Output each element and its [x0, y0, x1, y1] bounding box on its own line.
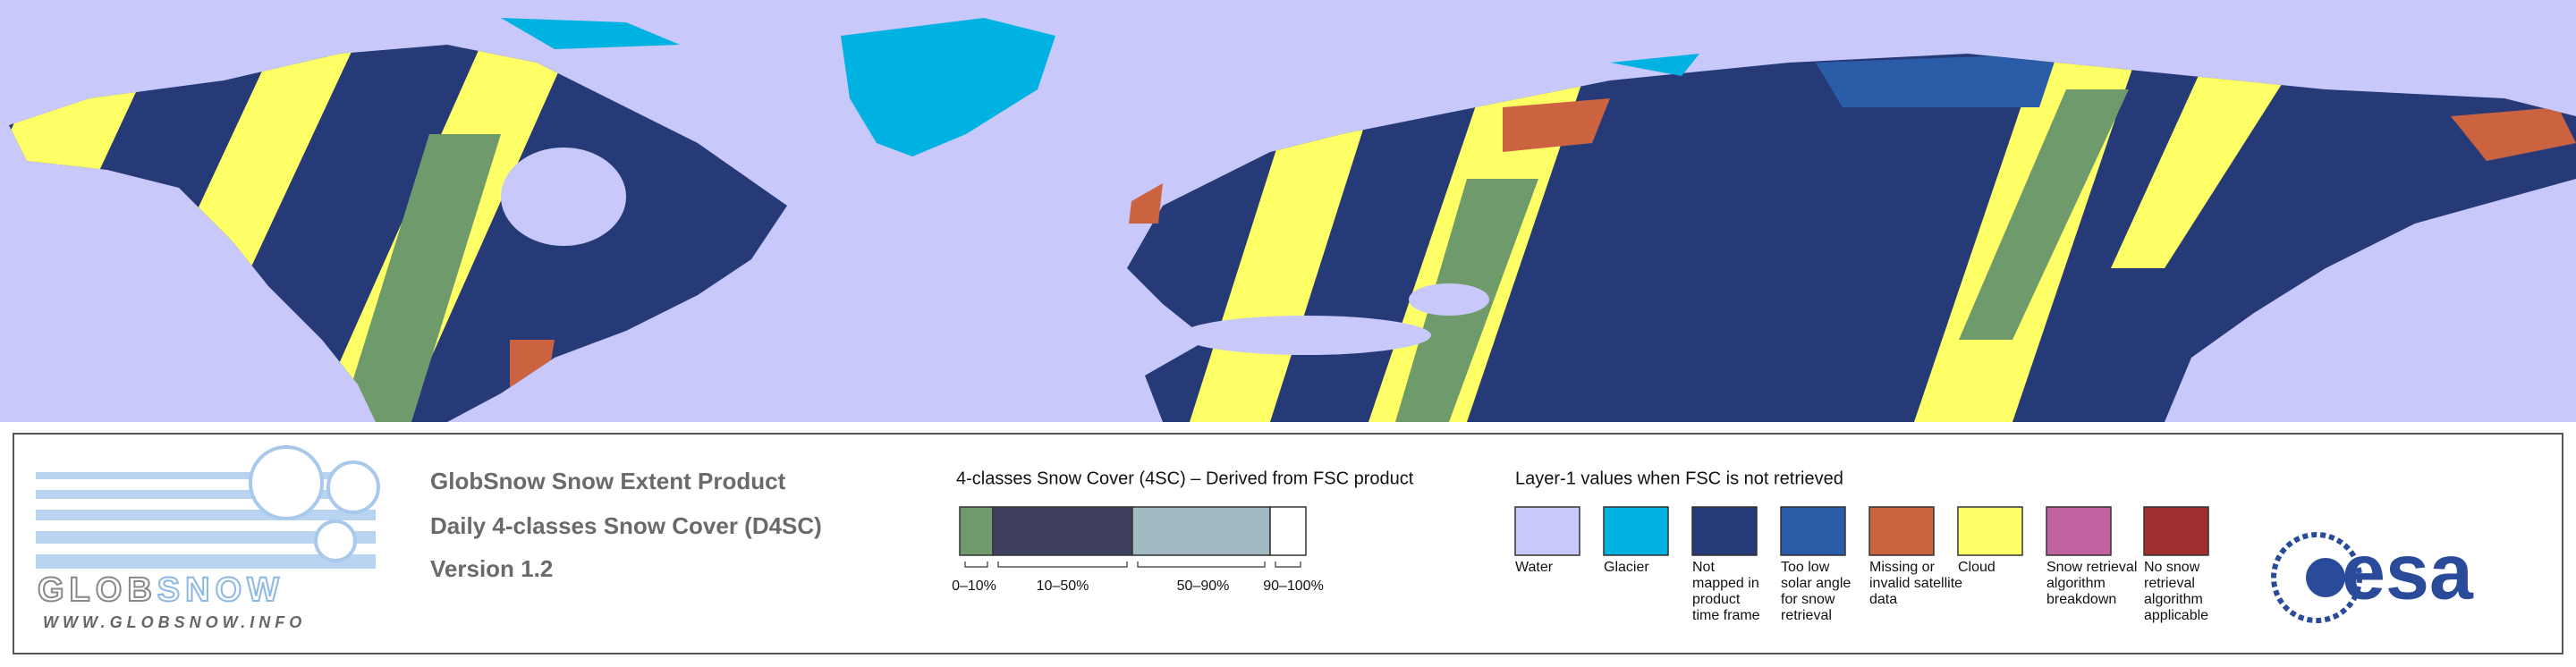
arctic-islands — [1610, 54, 1699, 76]
missing-area — [1503, 98, 1610, 152]
layer1-label: Not — [1692, 560, 1715, 575]
layer1-title: Layer-1 values when FSC is not retrieved — [1515, 469, 1843, 488]
esa-logo: esa — [2271, 527, 2474, 623]
classes-title: 4-classes Snow Cover (4SC) – Derived fro… — [956, 469, 1414, 488]
snowflake — [326, 460, 380, 514]
snowflake — [249, 445, 324, 520]
layer1-label: retrieval — [2144, 576, 2195, 591]
layer1-label: Glacier — [1604, 560, 1649, 575]
logo-glob: GLOB — [38, 571, 157, 609]
layer1-swatch — [1957, 506, 2023, 556]
class-bracket — [1275, 561, 1301, 568]
class-bracket — [964, 561, 988, 568]
layer1-swatch — [1514, 506, 1580, 556]
class-label: 50–90% — [1177, 578, 1230, 594]
layer1-label: time frame — [1692, 608, 1760, 623]
layer1-label: Missing or — [1869, 560, 1936, 575]
missing-area — [2451, 107, 2576, 161]
layer1-swatch — [1868, 506, 1935, 556]
snowflake — [314, 519, 357, 562]
esa-emblem — [2271, 532, 2362, 623]
class-swatch — [992, 506, 1133, 556]
iceland — [1129, 183, 1163, 224]
layer1-swatch — [2046, 506, 2112, 556]
black-sea — [1409, 283, 1489, 316]
layer1-label: Snow retrieval — [2046, 560, 2137, 575]
cloud-band — [2111, 72, 2290, 268]
mediterranean — [1181, 316, 1431, 355]
product-line: Daily 4-classes Snow Cover (D4SC) — [430, 512, 822, 539]
logo-word: GLOBSNOW — [38, 571, 284, 609]
logo-stripe — [36, 472, 376, 479]
layer1-label: invalid satellite — [1869, 576, 1962, 591]
snow-band — [1959, 89, 2129, 340]
low-sun-area — [1816, 54, 2057, 107]
hudson-bay — [501, 148, 626, 246]
logo-stripe — [36, 490, 376, 499]
layer1-swatch — [2143, 506, 2209, 556]
logo-stripe — [36, 554, 376, 569]
product-line: GlobSnow Snow Extent Product — [430, 468, 786, 494]
esa-emblem — [2306, 558, 2345, 597]
class-bracket — [1137, 561, 1266, 568]
layer1-label: Too low — [1781, 560, 1830, 575]
layer1-swatch — [1780, 506, 1846, 556]
class-swatch — [959, 506, 994, 556]
layer1-label: No snow — [2144, 560, 2200, 575]
logo-stripe — [36, 510, 376, 520]
layer1-label: retrieval — [1781, 608, 1832, 623]
map — [0, 0, 2576, 422]
layer1-label: data — [1869, 592, 1897, 607]
layer1-label: Cloud — [1958, 560, 1996, 575]
layer1-label: applicable — [2144, 608, 2208, 623]
layer1-label: Water — [1515, 560, 1554, 575]
logo-url: WWW.GLOBSNOW.INFO — [43, 613, 306, 631]
layer1-swatch — [1603, 506, 1669, 556]
class-label: 90–100% — [1263, 578, 1324, 594]
layer1-label: solar angle — [1781, 576, 1851, 591]
globsnow-logo: GLOBSNOW WWW.GLOBSNOW.INFO — [36, 445, 380, 631]
layer1-swatch — [1691, 506, 1758, 556]
layer1-label: algorithm — [2046, 576, 2106, 591]
logo-stripe — [36, 531, 376, 544]
arctic-islands — [501, 18, 680, 49]
logo-snow: SNOW — [157, 571, 284, 609]
class-label: 0–10% — [952, 578, 996, 594]
class-swatch — [1131, 506, 1271, 556]
layer1-label: for snow — [1781, 592, 1835, 607]
esa-word: esa — [2342, 527, 2474, 615]
product-line: Version 1.2 — [430, 555, 553, 582]
greenland — [841, 18, 1055, 156]
class-label: 10–50% — [1037, 578, 1089, 594]
class-swatch — [1269, 506, 1307, 556]
class-bracket — [997, 561, 1128, 568]
layer1-label: algorithm — [2144, 592, 2203, 607]
layer1-label: product — [1692, 592, 1741, 607]
layer1-label: breakdown — [2046, 592, 2116, 607]
layer1-label: mapped in — [1692, 576, 1759, 591]
snow-band — [340, 134, 501, 422]
